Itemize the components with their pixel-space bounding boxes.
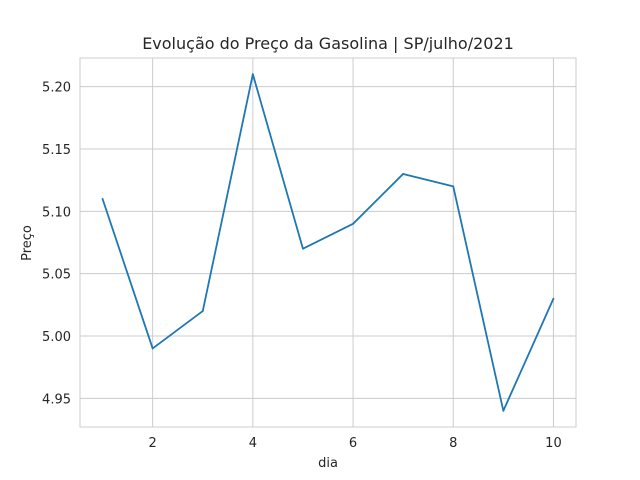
y-axis-label: Preço: [20, 225, 35, 261]
data-point: [452, 185, 455, 188]
data-point: [402, 173, 405, 175]
x-tick-labels: 2 4 6 8 10: [149, 436, 562, 451]
data-point: [201, 310, 204, 312]
x-tick-label: 6: [349, 436, 357, 451]
y-tick-label: 5.15: [42, 143, 71, 158]
y-tick-labels: 4.95 5.00 5.05 5.10 5.15 5.20: [42, 81, 71, 408]
data-point: [502, 409, 505, 412]
y-tick-label: 4.95: [42, 392, 71, 407]
data-point: [552, 297, 555, 300]
x-tick-label: 10: [545, 436, 562, 451]
x-tick-label: 2: [149, 436, 157, 451]
x-axis-label: dia: [318, 456, 338, 471]
x-tick-label: 8: [449, 436, 457, 451]
x-tick-label: 4: [249, 436, 257, 451]
plot-frame: [79, 57, 577, 428]
y-tick-label: 5.10: [42, 205, 71, 220]
y-tick-label: 5.05: [42, 268, 71, 283]
series-line: [101, 73, 555, 412]
data-point: [352, 222, 354, 225]
grid: [80, 58, 576, 427]
data-point: [151, 347, 154, 350]
data-point: [302, 247, 304, 250]
data-point: [251, 73, 254, 76]
data-point: [101, 197, 104, 200]
chart-title: Evolução do Preço da Gasolina | SP/julho…: [142, 34, 514, 53]
y-tick-label: 5.00: [42, 330, 71, 345]
y-tick-label: 5.20: [42, 81, 71, 96]
series-group: [101, 73, 555, 412]
